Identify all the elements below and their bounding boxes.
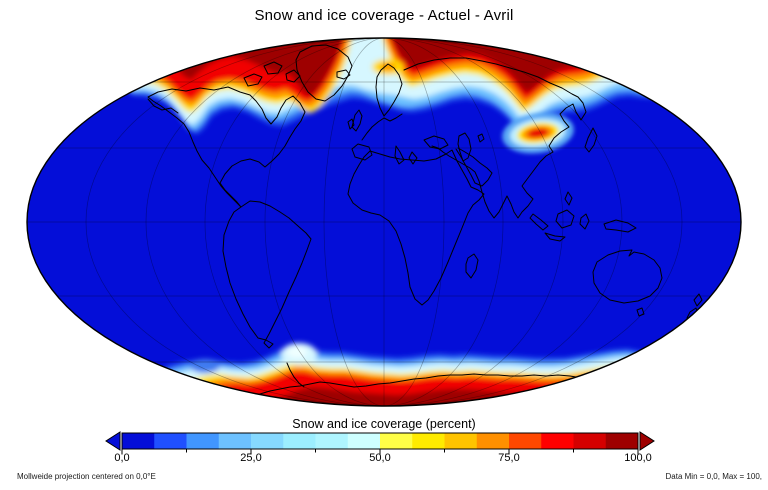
colorbar-segment xyxy=(444,433,478,449)
colorbar-segment xyxy=(573,433,607,449)
colorbar-segment xyxy=(380,433,413,449)
footer-projection-note: Mollweide projection centered on 0,0°E xyxy=(17,472,156,481)
colorbar-tick-label: 100,0 xyxy=(624,452,652,464)
plot-title: Snow and ice coverage - Actuel - Avril xyxy=(254,7,514,24)
colorbar: Snow and ice coverage (percent) 0,0 25,0 5… xyxy=(0,415,768,470)
colorbar-tick-label: 75,0 xyxy=(498,452,520,464)
colorbar-segment xyxy=(122,433,155,449)
colorbar-segment xyxy=(412,433,445,449)
colorbar-segment xyxy=(509,433,542,449)
colorbar-tick-label: 50,0 xyxy=(369,452,391,464)
tibet-snow-spot xyxy=(502,112,574,154)
colorbar-segment xyxy=(347,433,381,449)
colorbar-right-arrow-icon xyxy=(639,431,655,451)
colorbar-title: Snow and ice coverage (percent) xyxy=(292,417,476,431)
colorbar-segment xyxy=(186,433,220,449)
colorbar-left-arrow-icon xyxy=(105,431,121,451)
colorbar-segment xyxy=(476,433,510,449)
colorbar-segment xyxy=(283,433,316,449)
world-map xyxy=(26,37,742,407)
coastlines xyxy=(147,44,703,399)
colorbar-segment xyxy=(154,433,187,449)
colorbar-segment xyxy=(541,433,574,449)
colorbar-segment xyxy=(605,433,639,449)
footer-data-range: Data Min = 0,0, Max = 100, xyxy=(665,472,763,481)
colorbar-segment xyxy=(218,433,252,449)
map-ellipse-rim xyxy=(26,37,742,407)
colorbar-segment xyxy=(251,433,284,449)
colorbar-scale xyxy=(105,431,655,455)
colorbar-tick-label: 0,0 xyxy=(114,452,130,464)
colorbar-tick-label: 25,0 xyxy=(240,452,262,464)
colorbar-segment xyxy=(315,433,349,449)
